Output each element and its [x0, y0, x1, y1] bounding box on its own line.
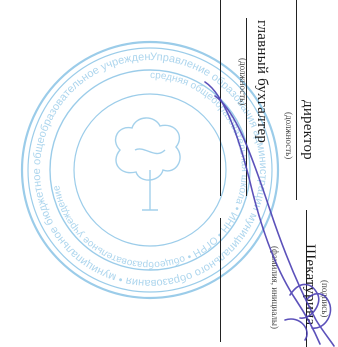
stamp-rings	[20, 40, 280, 300]
signature-line-accountant	[220, 218, 221, 342]
signature-line-director	[246, 18, 247, 196]
role-line-accountant	[220, 0, 221, 196]
surname-line	[306, 210, 307, 347]
role-line-director	[296, 0, 297, 200]
stamp-emblem	[114, 117, 181, 211]
